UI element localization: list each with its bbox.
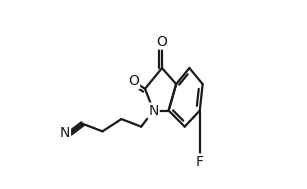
Text: N: N [60, 126, 70, 140]
Text: O: O [157, 35, 167, 49]
Text: F: F [196, 155, 204, 169]
Text: N: N [148, 104, 159, 118]
Text: O: O [128, 74, 139, 88]
